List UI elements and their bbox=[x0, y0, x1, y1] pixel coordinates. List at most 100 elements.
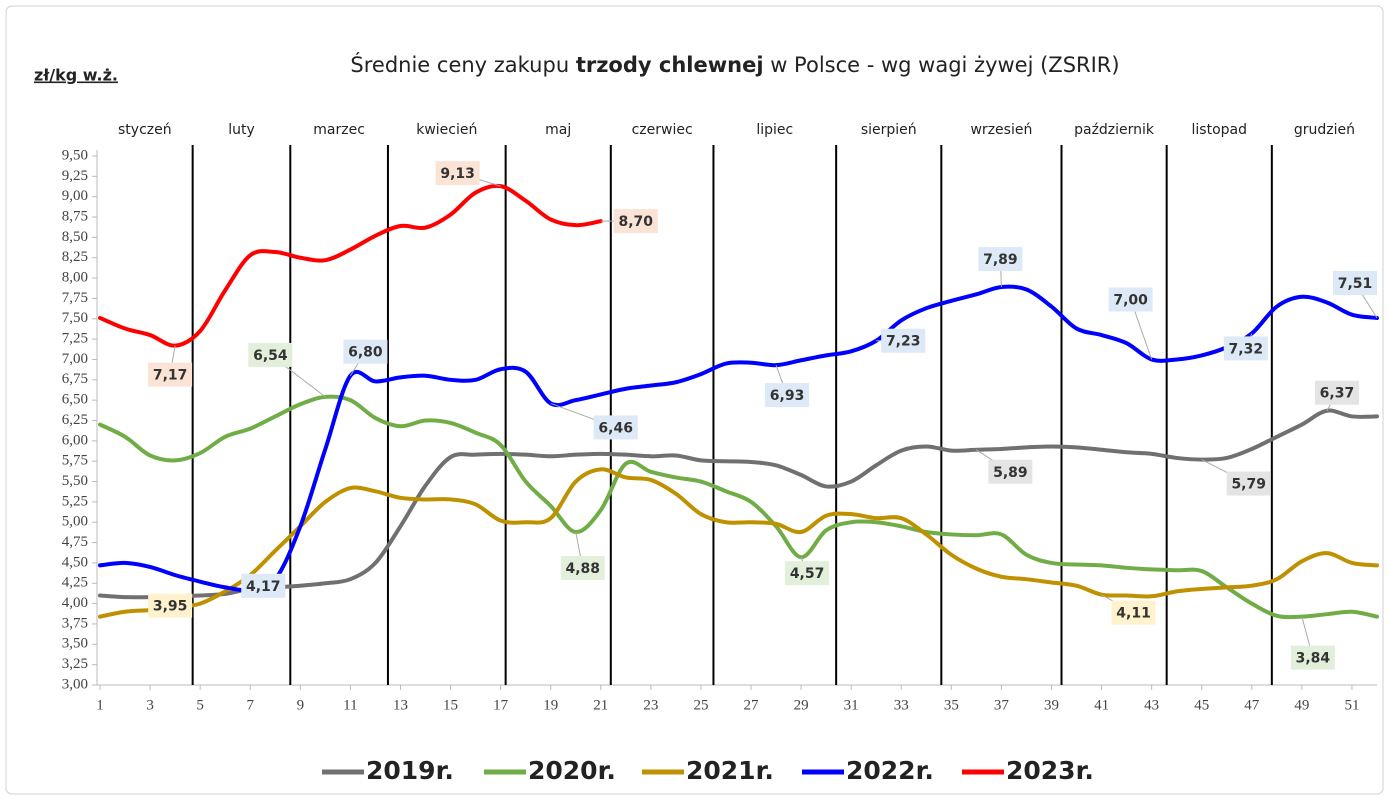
x-tick-label: 1 bbox=[96, 697, 104, 713]
y-tick-label: 4,50 bbox=[62, 554, 88, 570]
data-label: 7,00 bbox=[1113, 292, 1148, 308]
label-box bbox=[988, 459, 1033, 484]
y-tick-label: 6,25 bbox=[62, 412, 88, 428]
month-label: kwiecień bbox=[416, 122, 477, 138]
y-tick-label: 7,50 bbox=[62, 310, 88, 326]
month-label: wrzesień bbox=[970, 122, 1032, 138]
y-tick-label: 6,75 bbox=[62, 371, 88, 387]
chart-frame bbox=[5, 5, 1384, 795]
x-tick-label: 43 bbox=[1144, 697, 1159, 713]
x-tick-label: 17 bbox=[493, 697, 509, 713]
x-tick-label: 19 bbox=[543, 697, 558, 713]
data-label: 8,70 bbox=[619, 214, 654, 230]
series-line bbox=[98, 467, 1379, 619]
y-tick-label: 5,75 bbox=[62, 453, 88, 469]
x-tick-label: 45 bbox=[1194, 697, 1209, 713]
label-box bbox=[1111, 600, 1156, 625]
x-tick-label: 27 bbox=[744, 697, 760, 713]
legend-label: 2021r. bbox=[686, 756, 774, 785]
series-line bbox=[98, 408, 1379, 600]
label-box bbox=[613, 209, 658, 234]
data-label: 4,11 bbox=[1116, 606, 1151, 622]
x-tick-label: 39 bbox=[1044, 697, 1059, 713]
month-label: maj bbox=[545, 122, 571, 138]
legend-label: 2023r. bbox=[1006, 756, 1094, 785]
month-label: luty bbox=[228, 122, 255, 138]
label-box bbox=[765, 383, 810, 408]
label-box bbox=[978, 247, 1023, 272]
y-tick-label: 4,75 bbox=[62, 534, 88, 550]
month-label: październik bbox=[1074, 122, 1155, 138]
series-line bbox=[98, 394, 1379, 620]
label-box bbox=[881, 328, 926, 353]
label-box bbox=[1226, 471, 1271, 496]
label-box bbox=[1290, 645, 1335, 670]
label-box bbox=[593, 415, 638, 440]
data-label: 6,46 bbox=[598, 420, 633, 436]
data-label: 7,89 bbox=[983, 252, 1018, 268]
y-tick-label: 3,00 bbox=[62, 676, 88, 692]
label-box bbox=[248, 342, 293, 367]
data-label: 6,80 bbox=[348, 345, 383, 361]
x-tick-label: 29 bbox=[794, 697, 809, 713]
y-tick-label: 8,50 bbox=[62, 229, 88, 245]
x-tick-label: 33 bbox=[894, 697, 909, 713]
series-line bbox=[98, 284, 1379, 593]
legend-label: 2019r. bbox=[366, 756, 454, 785]
y-tick-label: 9,00 bbox=[62, 188, 88, 204]
month-label: styczeń bbox=[118, 122, 172, 138]
month-label: grudzień bbox=[1294, 122, 1355, 138]
title-part: Średnie ceny zakupu bbox=[350, 52, 575, 77]
data-label: 3,95 bbox=[153, 599, 188, 615]
label-box bbox=[148, 593, 193, 618]
y-axis-label: zł/kg w.ż. bbox=[34, 66, 118, 85]
x-tick-label: 3 bbox=[146, 697, 154, 713]
y-tick-label: 5,50 bbox=[62, 473, 88, 489]
x-tick-label: 13 bbox=[393, 697, 408, 713]
y-tick-label: 3,50 bbox=[62, 636, 88, 652]
data-label: 7,17 bbox=[153, 368, 188, 384]
label-box bbox=[560, 555, 605, 580]
data-label: 6,37 bbox=[1320, 386, 1355, 402]
x-tick-label: 5 bbox=[196, 697, 204, 713]
label-box bbox=[785, 561, 830, 586]
data-label: 3,84 bbox=[1296, 651, 1331, 667]
y-tick-label: 4,25 bbox=[62, 575, 88, 591]
label-box bbox=[1108, 287, 1153, 312]
data-label: 4,88 bbox=[565, 561, 600, 577]
data-label: 5,79 bbox=[1231, 477, 1266, 493]
x-tick-label: 25 bbox=[693, 697, 708, 713]
x-tick-label: 49 bbox=[1294, 697, 1309, 713]
x-tick-label: 7 bbox=[246, 697, 254, 713]
month-label: marzec bbox=[313, 122, 365, 138]
label-box bbox=[435, 161, 480, 186]
data-label: 9,13 bbox=[440, 166, 475, 182]
data-label: 4,17 bbox=[246, 579, 281, 595]
y-tick-label: 8,00 bbox=[62, 270, 88, 286]
label-box bbox=[1223, 336, 1268, 361]
label-box bbox=[241, 573, 286, 598]
y-tick-label: 5,25 bbox=[62, 493, 88, 509]
month-label: listopad bbox=[1192, 122, 1247, 138]
y-tick-label: 8,25 bbox=[62, 249, 88, 265]
title-bold: trzody chlewnej bbox=[576, 53, 764, 77]
x-tick-label: 23 bbox=[643, 697, 658, 713]
x-tick-label: 47 bbox=[1244, 697, 1260, 713]
y-tick-label: 7,00 bbox=[62, 351, 88, 367]
y-tick-label: 5,00 bbox=[62, 514, 88, 530]
series-line bbox=[98, 183, 603, 348]
title-part: w Polsce - wg wagi żywej (ZSRIR) bbox=[764, 53, 1120, 77]
y-tick-label: 6,50 bbox=[62, 392, 88, 408]
data-label: 7,32 bbox=[1229, 341, 1264, 357]
month-label: lipiec bbox=[756, 122, 793, 138]
label-box bbox=[148, 362, 193, 387]
y-tick-label: 9,50 bbox=[62, 147, 88, 163]
y-tick-label: 7,25 bbox=[62, 331, 88, 347]
x-tick-label: 9 bbox=[297, 697, 305, 713]
data-label: 7,23 bbox=[886, 334, 921, 350]
label-box bbox=[1314, 380, 1359, 405]
data-label: 4,57 bbox=[790, 566, 825, 582]
label-box bbox=[343, 339, 388, 364]
y-tick-label: 8,75 bbox=[62, 208, 88, 224]
